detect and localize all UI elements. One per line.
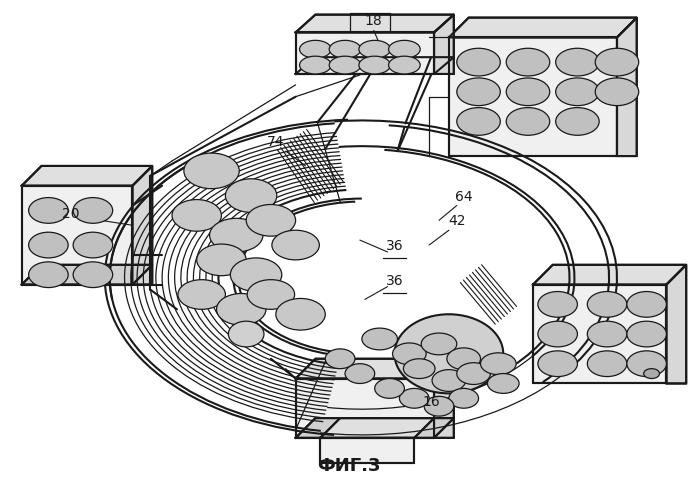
Polygon shape: [296, 378, 434, 438]
Polygon shape: [533, 265, 686, 284]
Ellipse shape: [447, 348, 480, 370]
Ellipse shape: [399, 388, 429, 408]
Ellipse shape: [627, 321, 666, 347]
Ellipse shape: [276, 298, 325, 330]
Polygon shape: [449, 17, 637, 37]
Ellipse shape: [393, 343, 426, 365]
Polygon shape: [617, 17, 637, 156]
Ellipse shape: [217, 293, 266, 325]
Ellipse shape: [300, 56, 331, 74]
Ellipse shape: [300, 40, 331, 58]
Ellipse shape: [184, 153, 239, 189]
Ellipse shape: [480, 353, 516, 374]
Ellipse shape: [432, 370, 466, 391]
Ellipse shape: [538, 351, 577, 376]
Polygon shape: [132, 166, 152, 284]
Ellipse shape: [456, 78, 500, 106]
Ellipse shape: [389, 56, 420, 74]
Text: 74: 74: [267, 135, 284, 149]
Polygon shape: [320, 438, 415, 463]
Polygon shape: [296, 32, 434, 74]
Text: 18: 18: [365, 13, 382, 27]
Ellipse shape: [345, 364, 375, 383]
Ellipse shape: [596, 78, 639, 106]
Ellipse shape: [587, 351, 627, 376]
Ellipse shape: [329, 40, 361, 58]
Text: 64: 64: [455, 190, 473, 204]
Polygon shape: [296, 14, 454, 32]
Ellipse shape: [325, 349, 355, 369]
Text: 36: 36: [386, 273, 403, 288]
Polygon shape: [666, 265, 686, 383]
Ellipse shape: [172, 200, 222, 231]
Text: 20: 20: [62, 207, 80, 221]
Ellipse shape: [246, 205, 296, 236]
Ellipse shape: [424, 396, 454, 416]
Ellipse shape: [596, 48, 639, 76]
Ellipse shape: [231, 258, 282, 291]
Ellipse shape: [247, 280, 294, 309]
Ellipse shape: [359, 56, 391, 74]
Polygon shape: [22, 166, 152, 186]
Ellipse shape: [359, 40, 391, 58]
Ellipse shape: [644, 369, 659, 378]
Text: 36: 36: [386, 239, 403, 253]
Polygon shape: [434, 359, 454, 438]
Ellipse shape: [394, 314, 503, 393]
Ellipse shape: [73, 232, 113, 258]
Ellipse shape: [29, 262, 69, 287]
Ellipse shape: [556, 48, 599, 76]
Ellipse shape: [29, 232, 69, 258]
Ellipse shape: [506, 78, 549, 106]
Ellipse shape: [421, 333, 456, 355]
Text: ФИГ.3: ФИГ.3: [317, 457, 381, 475]
Ellipse shape: [506, 48, 549, 76]
Ellipse shape: [538, 291, 577, 317]
Polygon shape: [296, 359, 454, 378]
Ellipse shape: [73, 198, 113, 223]
Polygon shape: [296, 418, 454, 438]
Ellipse shape: [29, 198, 69, 223]
Ellipse shape: [456, 48, 500, 76]
Ellipse shape: [178, 280, 225, 309]
Ellipse shape: [229, 321, 264, 347]
Text: 16: 16: [422, 395, 440, 409]
Polygon shape: [449, 37, 617, 156]
Ellipse shape: [449, 388, 479, 408]
Polygon shape: [22, 186, 132, 284]
Ellipse shape: [196, 244, 246, 276]
Ellipse shape: [506, 108, 549, 135]
Ellipse shape: [456, 363, 491, 384]
Ellipse shape: [362, 328, 398, 350]
Polygon shape: [434, 14, 454, 74]
Text: 42: 42: [448, 214, 466, 228]
Ellipse shape: [587, 291, 627, 317]
Ellipse shape: [272, 230, 319, 260]
Polygon shape: [320, 418, 434, 438]
Ellipse shape: [389, 40, 420, 58]
Ellipse shape: [375, 378, 405, 398]
Ellipse shape: [329, 56, 361, 74]
Ellipse shape: [225, 179, 277, 213]
Polygon shape: [533, 284, 666, 383]
Ellipse shape: [556, 78, 599, 106]
Ellipse shape: [73, 262, 113, 287]
Ellipse shape: [627, 291, 666, 317]
Ellipse shape: [403, 359, 435, 378]
Ellipse shape: [487, 374, 519, 393]
Ellipse shape: [210, 218, 263, 252]
Ellipse shape: [627, 351, 666, 376]
Polygon shape: [22, 265, 152, 284]
Ellipse shape: [587, 321, 627, 347]
Ellipse shape: [456, 108, 500, 135]
Ellipse shape: [538, 321, 577, 347]
Ellipse shape: [556, 108, 599, 135]
